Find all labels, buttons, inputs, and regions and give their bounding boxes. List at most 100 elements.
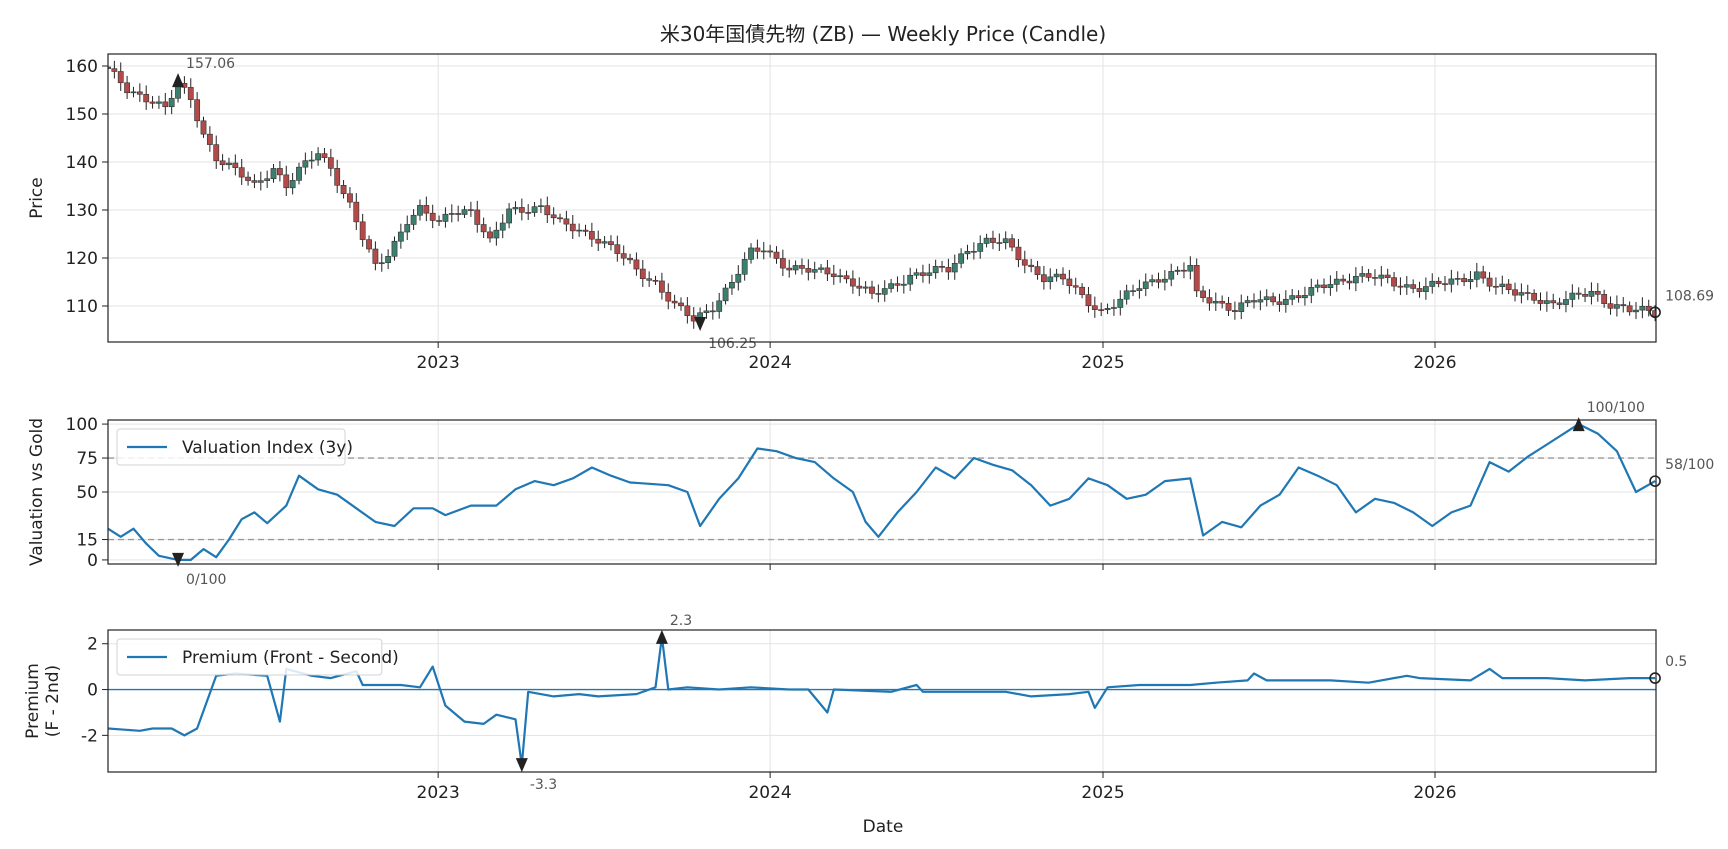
candle-body	[378, 262, 385, 265]
last-marker	[1649, 672, 1661, 684]
candle-body	[480, 224, 487, 233]
candle-body	[1289, 295, 1296, 300]
candle-body	[779, 258, 786, 269]
candle-body	[1422, 286, 1429, 292]
candle-body	[557, 217, 563, 220]
min-label: -3.3	[530, 777, 557, 793]
candle-body	[1123, 290, 1130, 300]
candle-body	[1454, 278, 1461, 280]
series-line	[108, 423, 1656, 562]
candle-body	[1556, 302, 1563, 305]
candle-body	[1333, 278, 1340, 285]
candle-body	[347, 193, 353, 203]
min-label: 0/100	[186, 572, 226, 588]
candle-body	[1174, 269, 1181, 272]
y-tick-label: 110	[66, 297, 98, 317]
last-label: 0.5	[1665, 654, 1687, 670]
candle-body	[1111, 307, 1117, 309]
candle-body	[404, 224, 411, 233]
chart-title: 米30年国債先物 (ZB) — Weekly Price (Candle)	[660, 22, 1106, 46]
candle-body	[417, 205, 423, 216]
candle-body	[1282, 298, 1289, 305]
candle-body	[315, 153, 321, 161]
legend-box	[116, 638, 383, 676]
candle-body	[1251, 300, 1257, 303]
series-line	[108, 635, 1656, 767]
candle-body	[1231, 310, 1238, 312]
candle-body	[289, 180, 296, 189]
candle-body	[372, 248, 379, 264]
candle-body	[1002, 238, 1009, 244]
candle-body	[1028, 264, 1035, 267]
candle-body	[334, 168, 341, 186]
y-axis-label: Valuation vs Gold	[27, 418, 47, 566]
candle-body	[1117, 298, 1124, 308]
candle-body	[958, 253, 965, 264]
y-tick-label: 160	[66, 57, 98, 77]
candle-body	[569, 223, 576, 232]
candle-body	[614, 244, 621, 254]
candle-body	[270, 168, 277, 180]
x-tick-label: 2024	[748, 353, 791, 373]
candle-body	[1613, 304, 1620, 309]
candle-body	[1429, 280, 1436, 287]
candle-body	[1136, 288, 1143, 291]
legend-label: Valuation Index (3y)	[182, 438, 353, 458]
candle-body	[875, 293, 882, 295]
candle-body	[1563, 299, 1569, 305]
candle-body	[136, 91, 143, 95]
candle-body	[709, 310, 716, 313]
min-marker	[694, 317, 707, 331]
max-marker	[655, 629, 668, 644]
candle-body	[168, 97, 175, 108]
max-marker	[1572, 417, 1585, 432]
candle-body	[1193, 265, 1200, 292]
candle-body	[900, 283, 907, 286]
candle-body	[703, 310, 710, 314]
candle-body	[124, 82, 130, 94]
legend-label: Premium (Front - Second)	[182, 648, 399, 668]
candle-body	[213, 144, 220, 162]
candle-body	[538, 205, 544, 207]
candle-body	[397, 231, 404, 242]
candle-body	[582, 229, 589, 232]
candle-body	[1601, 294, 1608, 304]
y-tick-label: 150	[66, 105, 98, 125]
candle-body	[187, 87, 194, 100]
candle-body	[1512, 289, 1518, 296]
candle-body	[983, 237, 990, 244]
candle-body	[1518, 292, 1525, 296]
candle-body	[467, 209, 474, 211]
x-tick-label: 2025	[1081, 353, 1124, 373]
candle-body	[283, 174, 290, 189]
candle-body	[1607, 303, 1614, 309]
candle-body	[849, 278, 856, 287]
y-axis-label-line: Price	[27, 177, 47, 218]
min-marker	[515, 758, 528, 773]
candle-body	[1461, 278, 1467, 283]
candle-body	[939, 265, 945, 268]
legend: Premium (Front - Second)	[116, 638, 399, 676]
candle-body	[620, 253, 627, 259]
candle-body	[1238, 302, 1245, 312]
candle-body	[1626, 305, 1633, 313]
y-tick-label: 140	[66, 153, 98, 173]
candle-body	[1442, 283, 1448, 285]
candle-body	[1225, 302, 1232, 311]
candle-body	[977, 243, 984, 252]
candle-body	[799, 265, 805, 269]
candle-body	[920, 272, 926, 276]
candle-body	[1263, 296, 1270, 300]
candle-body	[327, 157, 334, 169]
candle-body	[1149, 279, 1156, 283]
y-tick-label: 50	[76, 483, 98, 503]
plot-area	[108, 635, 1656, 767]
candle-body	[1047, 276, 1054, 283]
candle-body	[1034, 266, 1041, 275]
candle-body	[436, 220, 442, 222]
panel-frame	[107, 629, 1657, 773]
y-tick-label: 0	[87, 551, 98, 571]
candle-body	[1448, 278, 1455, 285]
candle-body	[1219, 300, 1226, 304]
candle-body	[996, 242, 1003, 244]
